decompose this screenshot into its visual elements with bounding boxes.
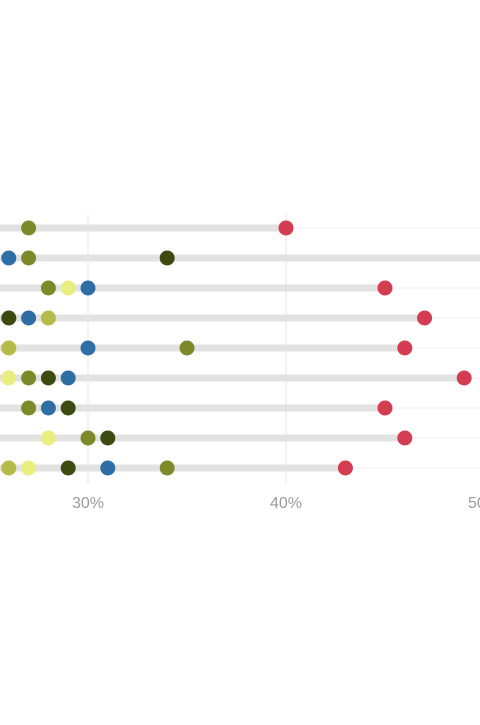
dot-row-9-point-4 [100, 460, 116, 476]
dot-row-6-point-1 [1, 370, 17, 386]
dot-row-4-point-1 [1, 310, 17, 326]
dot-row-3-point-2 [60, 280, 76, 296]
dot-row-6-point-2 [21, 370, 37, 386]
dot-row-2-point-2 [21, 250, 37, 266]
dot-row-3-point-4 [377, 280, 393, 296]
dot-row-5-point-3 [179, 340, 195, 356]
dot-row-4-point-4 [417, 310, 433, 326]
tick-label-40: 40% [270, 495, 302, 512]
dot-row-6-point-4 [60, 370, 76, 386]
dot-row-3-point-1 [40, 280, 56, 296]
dot-row-7-point-3 [60, 400, 76, 416]
dot-row-2-point-3 [159, 250, 175, 266]
dot-row-3-point-3 [80, 280, 96, 296]
dot-row-1-point-2 [278, 220, 294, 236]
dot-row-9-point-2 [21, 460, 37, 476]
row-tracks [0, 224, 480, 472]
dot-row-5-point-4 [397, 340, 413, 356]
dot-row-5-point-2 [80, 340, 96, 356]
tick-label-30: 30% [72, 495, 104, 512]
dot-row-5-point-1 [1, 340, 17, 356]
data-dots [1, 220, 472, 476]
dot-row-8-point-1 [40, 430, 56, 446]
dot-row-7-point-4 [377, 400, 393, 416]
dot-row-4-point-2 [21, 310, 37, 326]
dot-row-2-point-1 [1, 250, 17, 266]
tick-label-50: 50% [468, 495, 480, 512]
dot-row-6-point-3 [40, 370, 56, 386]
x-axis-tick-labels: 30% 40% 50% [72, 495, 480, 512]
dot-row-8-point-3 [100, 430, 116, 446]
dot-row-9-point-6 [337, 460, 353, 476]
dot-row-9-point-1 [1, 460, 17, 476]
dot-row-9-point-3 [60, 460, 76, 476]
dot-row-7-point-1 [21, 400, 37, 416]
dot-row-7-point-2 [40, 400, 56, 416]
dot-row-4-point-3 [40, 310, 56, 326]
dot-row-1-point-1 [21, 220, 37, 236]
dot-row-8-point-4 [397, 430, 413, 446]
dot-row-9-point-5 [159, 460, 175, 476]
dot-row-8-point-2 [80, 430, 96, 446]
dot-row-6-point-5 [456, 370, 472, 386]
